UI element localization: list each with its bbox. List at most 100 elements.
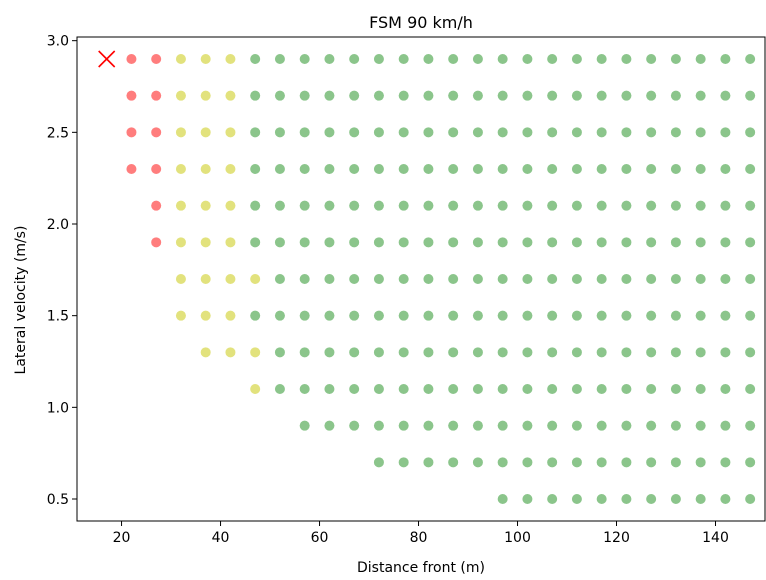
green-point [472, 54, 483, 64]
green-point [448, 420, 459, 431]
green-point [423, 274, 434, 284]
green-point [621, 237, 632, 248]
green-point [522, 494, 533, 504]
green-point [423, 164, 434, 174]
green-point [324, 90, 335, 101]
green-point [522, 384, 533, 394]
green-point [720, 90, 731, 101]
green-point [497, 54, 508, 64]
green-point [423, 90, 434, 101]
green-point [522, 347, 533, 358]
green-point [373, 420, 384, 431]
green-point [472, 200, 483, 211]
green-point [398, 237, 409, 248]
green-point [497, 237, 508, 248]
green-point [621, 384, 632, 394]
x-tick-label: 100 [504, 530, 531, 546]
green-point [745, 310, 756, 321]
green-point [349, 384, 360, 394]
green-point [324, 127, 335, 138]
green-point [745, 274, 756, 284]
green-point [448, 310, 459, 321]
yellow-point [225, 347, 236, 358]
green-point [571, 274, 582, 284]
green-point [324, 347, 335, 358]
green-point [670, 384, 681, 394]
green-point [423, 310, 434, 321]
green-point [596, 200, 607, 211]
green-point [670, 310, 681, 321]
red-point [126, 90, 137, 101]
green-point [621, 274, 632, 284]
green-point [596, 90, 607, 101]
green-point [373, 164, 384, 174]
yellow-point [200, 127, 211, 138]
y-tick-label: 3.0 [47, 34, 69, 50]
green-point [670, 494, 681, 504]
green-point [497, 164, 508, 174]
green-point [571, 420, 582, 431]
green-point [349, 54, 360, 64]
green-point [670, 237, 681, 248]
green-point [274, 347, 285, 358]
green-point [373, 457, 384, 468]
green-point [547, 200, 558, 211]
green-point [695, 274, 706, 284]
green-point [274, 237, 285, 248]
green-point [547, 420, 558, 431]
green-point [596, 310, 607, 321]
green-point [423, 347, 434, 358]
green-point [349, 274, 360, 284]
yellow-point [175, 274, 186, 284]
yellow-point [225, 54, 236, 64]
green-point [720, 494, 731, 504]
green-point [349, 347, 360, 358]
green-point [745, 494, 756, 504]
green-point [621, 494, 632, 504]
green-point [596, 127, 607, 138]
y-tick-label: 2.0 [47, 217, 69, 233]
y-tick-label: 2.5 [47, 125, 69, 141]
green-point [299, 164, 310, 174]
green-point [596, 494, 607, 504]
green-point [695, 127, 706, 138]
green-point [497, 127, 508, 138]
green-point [720, 164, 731, 174]
green-point [596, 54, 607, 64]
green-point [720, 347, 731, 358]
green-point [448, 384, 459, 394]
green-point [448, 127, 459, 138]
yellow-point [250, 274, 261, 284]
green-point [250, 310, 261, 321]
green-point [596, 164, 607, 174]
green-point [398, 420, 409, 431]
green-point [547, 494, 558, 504]
green-point [250, 90, 261, 101]
green-point [472, 127, 483, 138]
yellow-point [225, 310, 236, 321]
green-point [497, 90, 508, 101]
green-point [472, 310, 483, 321]
green-point [274, 90, 285, 101]
green-point [745, 54, 756, 64]
green-point [274, 127, 285, 138]
green-point [398, 347, 409, 358]
x-tick-label: 80 [410, 530, 428, 546]
x-tick-label: 60 [311, 530, 329, 546]
green-point [670, 90, 681, 101]
green-point [596, 384, 607, 394]
green-point [720, 127, 731, 138]
green-point [423, 54, 434, 64]
green-point [373, 54, 384, 64]
x-tick-label: 140 [702, 530, 729, 546]
green-point [596, 274, 607, 284]
green-point [522, 164, 533, 174]
green-point [522, 54, 533, 64]
green-point [299, 310, 310, 321]
green-point [670, 457, 681, 468]
green-point [670, 347, 681, 358]
green-point [571, 237, 582, 248]
green-point [349, 310, 360, 321]
red-point [151, 237, 162, 248]
